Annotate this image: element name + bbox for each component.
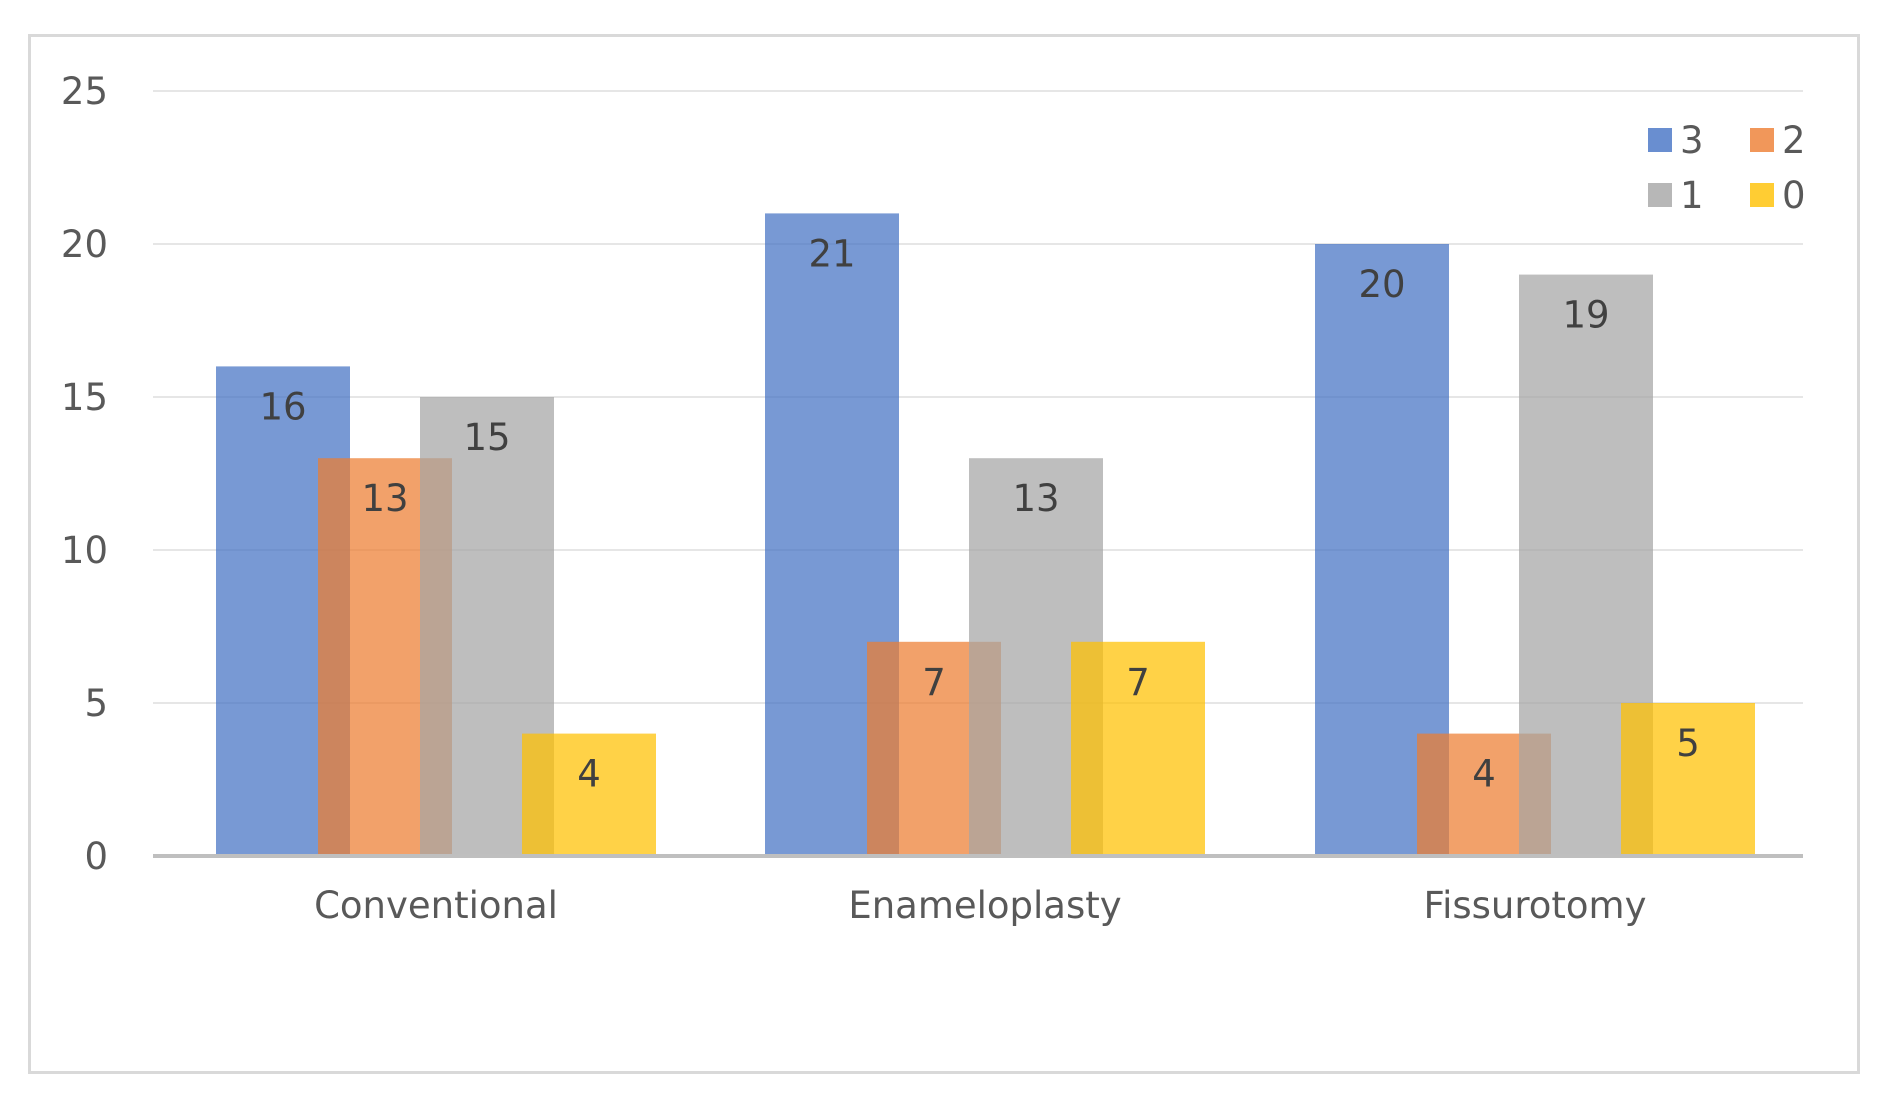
y-tick-label: 25 — [61, 70, 108, 113]
legend-label: 0 — [1782, 174, 1806, 217]
category-label: Conventional — [314, 884, 558, 927]
data-label: 19 — [1562, 294, 1609, 337]
data-label: 20 — [1358, 263, 1405, 306]
legend-label: 3 — [1680, 119, 1704, 162]
y-axis-tick-labels: 0 5 10 15 20 25 — [61, 70, 108, 878]
data-label: 4 — [1472, 753, 1496, 796]
y-tick-label: 15 — [61, 376, 108, 419]
data-label: 16 — [259, 385, 306, 428]
data-label: 7 — [922, 661, 946, 704]
data-label: 15 — [463, 416, 510, 459]
data-label: 7 — [1126, 661, 1150, 704]
y-tick-label: 0 — [84, 835, 108, 878]
bar — [522, 733, 656, 856]
legend-swatch — [1648, 183, 1672, 207]
category-label: Fissurotomy — [1424, 884, 1647, 927]
y-tick-label: 20 — [61, 223, 108, 266]
bar — [1071, 641, 1205, 856]
data-label: 21 — [808, 232, 855, 275]
data-labels: 16 13 15 4 21 7 13 7 20 4 19 5 — [259, 232, 1699, 795]
y-tick-label: 10 — [61, 529, 108, 572]
category-label: Enameloplasty — [848, 884, 1121, 927]
legend: 3 2 1 0 — [1648, 119, 1806, 217]
legend-label: 2 — [1782, 119, 1806, 162]
bars — [216, 213, 1755, 857]
legend-swatch — [1648, 128, 1672, 152]
y-tick-label: 5 — [84, 682, 108, 725]
data-label: 13 — [1012, 477, 1059, 520]
data-label: 13 — [361, 477, 408, 520]
data-label: 5 — [1676, 722, 1700, 765]
data-label: 4 — [577, 753, 601, 796]
bar — [1621, 703, 1755, 856]
legend-swatch — [1750, 128, 1774, 152]
legend-swatch — [1750, 183, 1774, 207]
x-axis-category-labels: Conventional Enameloplasty Fissurotomy — [314, 884, 1646, 927]
legend-label: 1 — [1680, 174, 1704, 217]
